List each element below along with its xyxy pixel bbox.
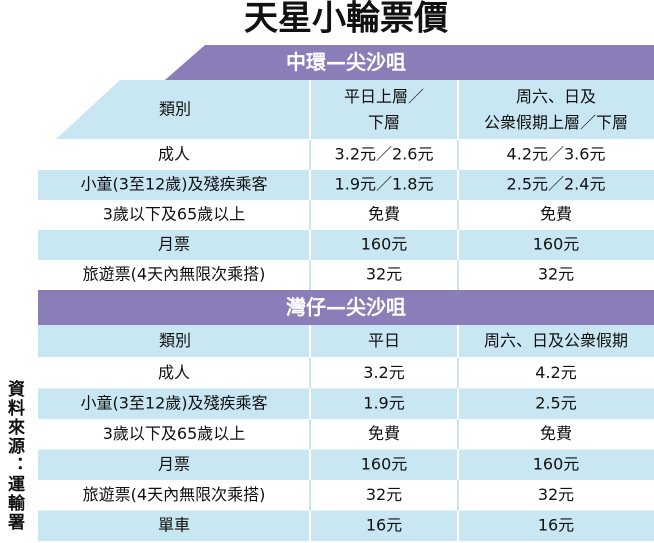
cell: 160元 <box>533 454 580 473</box>
row-bg <box>38 358 654 389</box>
route-title: 灣仔—尖沙咀 <box>286 295 406 319</box>
cell: 32元 <box>538 265 574 284</box>
row-bg <box>38 170 654 200</box>
header-bg <box>38 325 654 358</box>
cell: 160元 <box>533 235 580 254</box>
cell: 1.9元 <box>363 393 404 412</box>
cell: 免費 <box>540 205 572 224</box>
cell: 2.5元／2.4元 <box>507 175 606 194</box>
cell: 3.2元 <box>363 363 404 382</box>
row-bg <box>38 510 654 541</box>
header-cell: 平日 <box>368 331 400 350</box>
cell: 3歲以下及65歲以上 <box>103 424 246 443</box>
cell: 32元 <box>366 485 402 504</box>
cell: 4.2元／3.6元 <box>507 145 606 164</box>
cell: 4.2元 <box>535 363 576 382</box>
header-cell: 類別 <box>159 331 191 350</box>
header-cell: 周六、日及公衆假期 <box>484 331 628 350</box>
cell: 32元 <box>366 265 402 284</box>
cell: 16元 <box>366 515 402 534</box>
header-cell: 周六、日及公衆假期上層／下層 <box>484 87 628 132</box>
cell: 免費 <box>540 424 572 443</box>
cell: 旅遊票(4天內無限次乘搭) <box>83 265 266 284</box>
row-bg <box>38 419 654 450</box>
cell: 月票 <box>158 454 190 473</box>
cell: 160元 <box>361 454 408 473</box>
cell: 32元 <box>538 485 574 504</box>
cell: 成人 <box>158 145 190 164</box>
header-bg <box>55 80 654 140</box>
row-bg <box>38 449 654 480</box>
row-bg <box>38 200 654 230</box>
cell: 單車 <box>158 515 190 534</box>
cell: 3.2元／2.6元 <box>335 145 434 164</box>
route-bar <box>38 290 654 325</box>
cell: 1.9元／1.8元 <box>335 175 434 194</box>
cell: 旅遊票(4天內無限次乘搭) <box>83 485 266 504</box>
cell: 2.5元 <box>535 393 576 412</box>
row-bg <box>38 388 654 419</box>
cell: 16元 <box>538 515 574 534</box>
title: 天星小輪票價 <box>244 0 448 39</box>
row-bg <box>38 140 654 170</box>
source: 資料來源：運輸署 <box>4 380 26 532</box>
cell: 小童(3至12歲)及殘疾乘客 <box>80 175 267 194</box>
row-bg <box>38 480 654 511</box>
route-title: 中環—尖沙咀 <box>286 50 406 74</box>
header-cell: 類別 <box>159 100 191 119</box>
row-bg <box>38 230 654 260</box>
row-bg <box>38 260 654 290</box>
cell: 月票 <box>158 235 190 254</box>
cell: 免費 <box>368 205 400 224</box>
cell: 免費 <box>368 424 400 443</box>
header-cell: 平日上層／下層 <box>344 87 424 132</box>
cell: 160元 <box>361 235 408 254</box>
cell: 成人 <box>158 363 190 382</box>
cell: 小童(3至12歲)及殘疾乘客 <box>80 393 267 412</box>
route-bar <box>165 45 654 80</box>
cell: 3歲以下及65歲以上 <box>103 205 246 224</box>
